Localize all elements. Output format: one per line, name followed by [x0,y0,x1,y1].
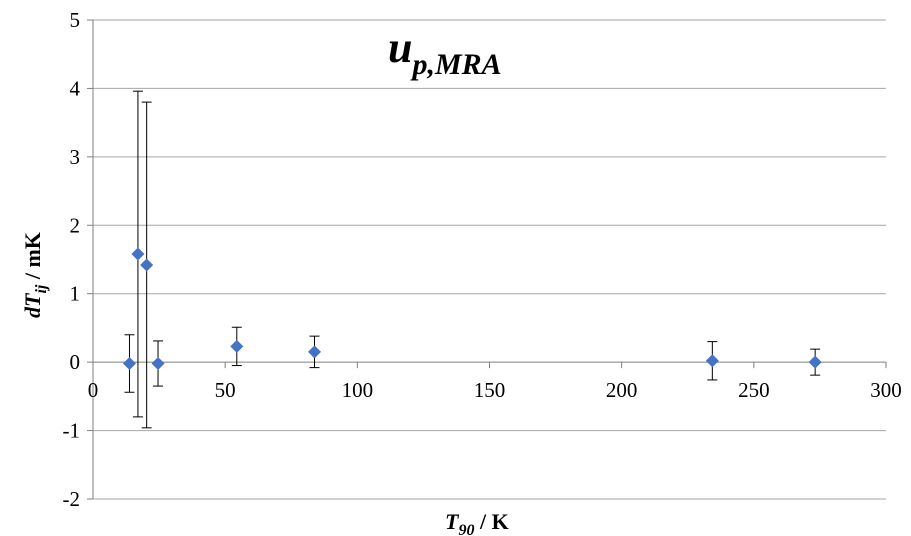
y-tick-label: -2 [63,487,81,511]
x-tick-label: 0 [88,378,99,402]
y-axis-label-main: dT [20,292,45,318]
chart-title: up,MRA [388,23,502,81]
y-tick-label: 4 [70,76,81,100]
x-tick-label: 250 [738,378,770,402]
data-point-diamond [131,247,145,261]
x-tick-labels: 0 50 100 150 200 250 300 [88,378,902,402]
data-point-diamond [151,357,165,371]
data-point-diamond [808,355,822,369]
y-axis-label: dTij / mK [20,232,50,318]
data-point-diamond [705,354,719,368]
axes [87,19,887,500]
chart-title-main: u [388,23,412,72]
x-tick-label: 100 [342,378,374,402]
y-tick-label: 5 [70,8,81,32]
gridlines [93,19,886,500]
y-tick-label: 3 [70,145,81,169]
y-axis-label-unit: / mK [20,232,45,285]
x-axis-label-subscript: 90 [458,522,474,536]
chart-title-subscript: p,MRA [409,48,501,81]
data-points [122,247,822,371]
data-point-diamond [230,339,244,353]
x-tick-label: 200 [606,378,638,402]
y-axis-label-subscript: ij [33,284,50,293]
x-tick-label: 300 [870,378,902,402]
data-point-diamond [308,345,322,359]
x-tick-label: 50 [215,378,236,402]
y-tick-label: 2 [70,213,81,237]
x-axis-label-unit: / K [474,509,508,534]
y-tick-label: -1 [63,419,81,443]
y-tick-labels: -2 -1 0 1 2 3 4 5 [63,8,81,511]
y-tick-label: 1 [70,282,81,306]
data-point-diamond [140,258,154,272]
y-tick-label: 0 [70,350,81,374]
data-point-diamond [122,357,136,371]
x-tick-label: 150 [474,378,506,402]
x-axis-label: T90 / K [445,509,509,536]
x-axis-label-main: T [445,509,460,534]
